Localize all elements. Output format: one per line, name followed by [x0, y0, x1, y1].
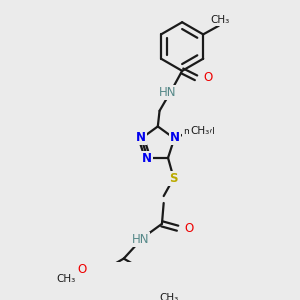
Text: O: O	[184, 222, 194, 235]
Text: methyl: methyl	[183, 127, 214, 136]
Text: N: N	[135, 131, 146, 144]
Text: HN: HN	[159, 86, 176, 99]
Text: HN: HN	[131, 233, 149, 246]
Text: N: N	[142, 152, 152, 165]
Text: O: O	[77, 263, 86, 276]
Text: O: O	[204, 71, 213, 84]
Text: CH₃: CH₃	[190, 126, 209, 136]
Text: S: S	[169, 172, 178, 185]
Text: CH₃: CH₃	[210, 15, 229, 25]
Text: CH₃: CH₃	[57, 274, 76, 284]
Text: N: N	[170, 131, 180, 144]
Text: CH₃: CH₃	[160, 293, 179, 300]
